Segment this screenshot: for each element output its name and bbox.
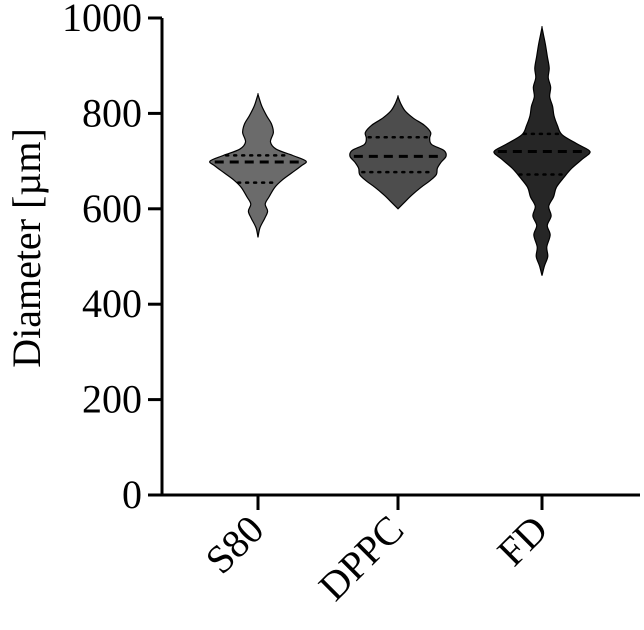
plot-area [209, 26, 591, 276]
x-category-label: DPPC [310, 507, 413, 610]
x-axis-ticks: S80 DPPC FD [197, 495, 556, 610]
x-category-label: S80 [197, 507, 273, 583]
y-tick-label: 200 [82, 377, 142, 422]
violin-dppc [349, 95, 447, 210]
y-tick-label: 1000 [62, 0, 142, 40]
y-tick-label: 0 [122, 472, 142, 517]
y-tick-label: 400 [82, 281, 142, 326]
violin-fd [493, 26, 591, 276]
y-axis-title: Diameter [µm] [4, 128, 49, 368]
x-category-label: FD [488, 507, 556, 575]
violin-s80 [209, 93, 307, 238]
y-tick-label: 600 [82, 186, 142, 231]
y-axis-ticks: 0 200 400 600 800 1000 [62, 0, 162, 517]
y-tick-label: 800 [82, 90, 142, 135]
